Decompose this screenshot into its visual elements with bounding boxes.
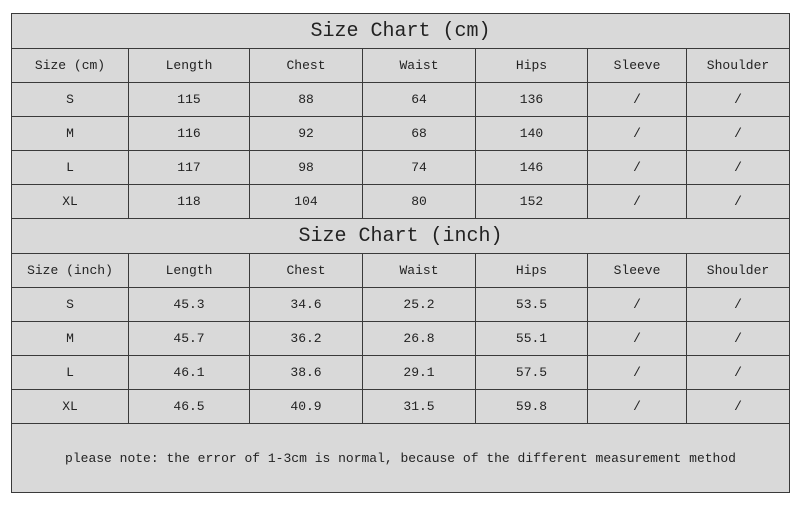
table-cell: S (11, 82, 129, 117)
table-row: XL 46.5 40.9 31.5 59.8// (11, 389, 791, 424)
table-cell: 88 (249, 82, 363, 117)
table-cell: / (685, 287, 791, 322)
table-row: L 117 98 74 146// (11, 150, 791, 185)
table-cell: 38.6 (249, 355, 363, 390)
table-cell: 115 (128, 82, 250, 117)
table-cell: / (587, 389, 687, 424)
table-cell: 92 (249, 116, 363, 151)
table-cell: 59.8 (475, 389, 588, 424)
table-cell: M (11, 116, 129, 151)
table-cell: 25.2 (362, 287, 476, 322)
column-header: Size (inch) (11, 253, 129, 288)
table-cell: / (685, 184, 791, 219)
table-row: M 116 92 68 140// (11, 116, 791, 151)
table-cell: 104 (249, 184, 363, 219)
table-cell: / (685, 389, 791, 424)
table-cell: 118 (128, 184, 250, 219)
table-cell: 55.1 (475, 321, 588, 356)
table-cell: 45.3 (128, 287, 250, 322)
table-cell: / (685, 355, 791, 390)
table-cell: / (587, 150, 687, 185)
table-cell: M (11, 321, 129, 356)
table-cell: XL (11, 389, 129, 424)
table-cell: 45.7 (128, 321, 250, 356)
table-cell: 46.1 (128, 355, 250, 390)
size-chart-table: Size Chart (cm) Size (cm) Length Chest Waist… (10, 13, 791, 493)
column-header: Chest (249, 48, 363, 83)
table-cell: 80 (362, 184, 476, 219)
table-row: S 45.3 34.6 25.2 53.5// (11, 287, 791, 322)
table-cell: / (587, 355, 687, 390)
column-header: Size (cm) (11, 48, 129, 83)
column-header: Sleeve (587, 48, 687, 83)
column-header: Sleeve (587, 253, 687, 288)
table-cell: 152 (475, 184, 588, 219)
table-cell: 68 (362, 116, 476, 151)
table-cell: 74 (362, 150, 476, 185)
column-header: Chest (249, 253, 363, 288)
table-cell: 46.5 (128, 389, 250, 424)
table-cell: 29.1 (362, 355, 476, 390)
chart-title-inch: Size Chart (inch) (10, 218, 791, 254)
table-cell: / (587, 321, 687, 356)
table-cell: 146 (475, 150, 588, 185)
table-cell: 136 (475, 82, 588, 117)
table-cell: 36.2 (249, 321, 363, 356)
table-cell: / (587, 184, 687, 219)
note-row: please note: the error of 1-3cm is norma… (10, 423, 791, 493)
table-cell: / (587, 287, 687, 322)
column-header: Length (128, 253, 250, 288)
column-header: Hips (475, 48, 588, 83)
table-cell: L (11, 150, 129, 185)
table-row: L 46.1 38.6 29.1 57.5// (11, 355, 791, 390)
table-cell: / (685, 116, 791, 151)
column-header: Waist (362, 48, 476, 83)
table-cell: 57.5 (475, 355, 588, 390)
column-header: Shoulder (685, 48, 791, 83)
table-cell: 117 (128, 150, 250, 185)
title-row-cm: Size Chart (cm) (10, 13, 791, 49)
table-cell: 40.9 (249, 389, 363, 424)
table-cell: / (685, 82, 791, 117)
table-row: XL 118 104 80 152// (11, 184, 791, 219)
table-row: M 45.7 36.2 26.8 55.1// (11, 321, 791, 356)
table-cell: 26.8 (362, 321, 476, 356)
table-cell: 64 (362, 82, 476, 117)
table-cell: 34.6 (249, 287, 363, 322)
table-cell: 98 (249, 150, 363, 185)
table-row: S 115 88 64 136// (11, 82, 791, 117)
table-cell: / (587, 82, 687, 117)
table-cell: / (685, 150, 791, 185)
table-cell: S (11, 287, 129, 322)
table-cell: 116 (128, 116, 250, 151)
table-cell: L (11, 355, 129, 390)
measurement-note: please note: the error of 1-3cm is norma… (10, 423, 791, 493)
table-cell: XL (11, 184, 129, 219)
table-cell: 53.5 (475, 287, 588, 322)
header-row: Size (cm) Length Chest Waist Hips Sleeve Shoul… (11, 48, 791, 83)
chart-title-cm: Size Chart (cm) (10, 13, 791, 49)
title-row-inch: Size Chart (inch) (10, 218, 791, 254)
header-row: Size (inch) Length Chest Waist Hips Sleeve Sho… (11, 253, 791, 288)
column-header: Hips (475, 253, 588, 288)
table-cell: 140 (475, 116, 588, 151)
size-chart-body: Size Chart (cm) Size (cm) Length Chest Waist… (10, 13, 791, 493)
table-cell: / (685, 321, 791, 356)
table-cell: / (587, 116, 687, 151)
column-header: Length (128, 48, 250, 83)
column-header: Shoulder (685, 253, 791, 288)
column-header: Waist (362, 253, 476, 288)
table-cell: 31.5 (362, 389, 476, 424)
